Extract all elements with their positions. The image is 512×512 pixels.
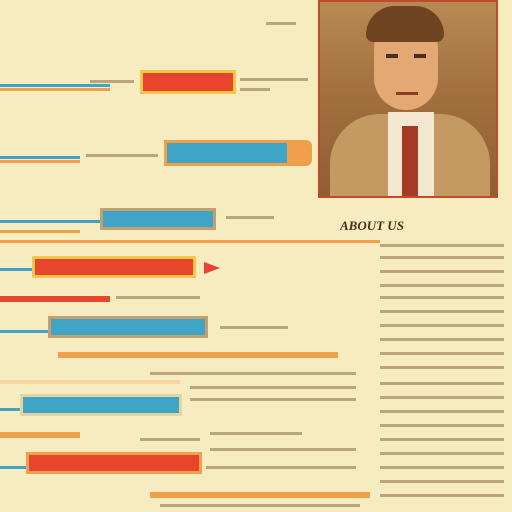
- text-line: [150, 372, 356, 375]
- text-line: [380, 382, 504, 385]
- text-line: [210, 432, 302, 435]
- text-line: [380, 310, 504, 313]
- strip-9: [0, 296, 110, 302]
- strip-8: [0, 268, 40, 271]
- strip-14: [0, 432, 80, 438]
- section-heading: ABOUT US: [340, 218, 404, 233]
- strip-3: [0, 156, 80, 159]
- text-line: [380, 438, 504, 441]
- text-line: [190, 386, 356, 389]
- strip-2: [0, 88, 110, 91]
- strip-7: [0, 240, 380, 243]
- photo-eye-left: [386, 54, 398, 58]
- photo-mouth: [396, 92, 418, 95]
- text-line: [380, 284, 504, 287]
- strip-15: [0, 466, 30, 469]
- strip-6: [0, 230, 80, 233]
- text-line: [206, 466, 356, 469]
- bar-blue-3: [48, 316, 208, 338]
- bar-red-2: [32, 256, 196, 278]
- bar-blue-2: [100, 208, 216, 230]
- strip-1: [0, 84, 110, 87]
- arrow-icon: [204, 262, 220, 274]
- text-line: [160, 504, 360, 507]
- text-line: [266, 22, 296, 25]
- text-line: [380, 396, 504, 399]
- text-line: [226, 216, 274, 219]
- text-line: [240, 78, 308, 81]
- bar-red-3: [26, 452, 202, 474]
- bar-orange-1: [288, 140, 312, 166]
- strip-10: [0, 330, 50, 333]
- photo-hair: [366, 6, 444, 42]
- text-line: [380, 244, 504, 247]
- text-line: [380, 466, 504, 469]
- text-line: [210, 448, 356, 451]
- strip-12: [0, 380, 180, 384]
- text-line: [380, 424, 504, 427]
- strip-13: [0, 408, 20, 411]
- bar-red-1: [140, 70, 236, 94]
- text-line: [380, 324, 504, 327]
- strip-5: [0, 220, 100, 223]
- bar-blue-4: [20, 394, 182, 416]
- strip-16: [150, 492, 370, 498]
- text-line: [380, 338, 504, 341]
- text-line: [380, 352, 504, 355]
- text-line: [380, 494, 504, 497]
- text-line: [380, 480, 504, 483]
- text-line: [220, 326, 288, 329]
- text-line: [86, 154, 158, 157]
- text-line: [380, 256, 504, 259]
- text-line: [380, 452, 504, 455]
- text-line: [116, 296, 200, 299]
- portrait-photo: [318, 0, 498, 198]
- text-line: [140, 438, 200, 441]
- text-line: [90, 80, 134, 83]
- text-line: [380, 296, 504, 299]
- text-line: [240, 88, 270, 91]
- text-line: [380, 410, 504, 413]
- bar-blue-1: [164, 140, 290, 166]
- photo-eye-right: [414, 54, 426, 58]
- strip-11: [58, 352, 338, 358]
- strip-4: [0, 160, 80, 163]
- photo-tie: [402, 126, 418, 196]
- text-line: [380, 270, 504, 273]
- text-line: [190, 398, 356, 401]
- text-line: [380, 366, 504, 369]
